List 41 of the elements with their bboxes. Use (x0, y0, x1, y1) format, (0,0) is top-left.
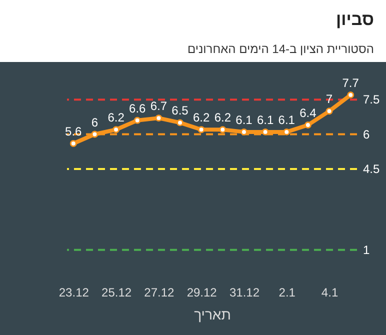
x-tick-label: 23.12 (58, 286, 90, 300)
chart-title: סביון (335, 9, 375, 31)
x-axis-title: תאריך (194, 306, 231, 322)
point (240, 128, 248, 136)
data-label: 6.2 (108, 110, 125, 125)
point (304, 122, 312, 128)
x-tick-label: 31.12 (229, 286, 260, 300)
point (347, 91, 354, 98)
x-tick-label: 29.12 (186, 286, 218, 300)
x-tick-label: 4.1 (321, 286, 338, 300)
point (198, 126, 205, 134)
chart-subtitle: הסטוריית הציון ב-14 הימים האחרונים (186, 41, 375, 58)
x-tick-label: 27.12 (144, 286, 175, 300)
point (326, 108, 333, 115)
data-label: 6.2 (192, 110, 210, 125)
point (283, 128, 290, 136)
ref-line-label: 7.5 (363, 92, 380, 107)
data-label: 6.6 (129, 101, 146, 116)
point (91, 130, 98, 138)
data-label: 6.1 (236, 112, 253, 127)
data-label: 6.5 (172, 104, 189, 118)
data-label: 6.7 (150, 99, 168, 114)
point (219, 126, 226, 134)
point (155, 114, 162, 122)
data-label: 7.7 (342, 76, 360, 90)
data-label: 6.4 (300, 106, 317, 120)
data-label: 6.1 (278, 112, 296, 127)
ref-line-label: 6 (363, 127, 370, 142)
data-label: 5.6 (65, 124, 82, 138)
x-tick-label: 25.12 (102, 286, 132, 300)
data-label: 6 (91, 115, 98, 130)
point (176, 119, 184, 126)
ref-line-label: 4.5 (363, 162, 380, 176)
data-label: 6.1 (256, 112, 274, 127)
x-tick-label: 2.1 (278, 286, 296, 300)
point (70, 140, 77, 147)
point (112, 126, 120, 134)
point (262, 128, 269, 136)
ref-line-label: 1 (363, 242, 370, 257)
data-label: 6.2 (214, 110, 232, 125)
point (134, 116, 141, 124)
